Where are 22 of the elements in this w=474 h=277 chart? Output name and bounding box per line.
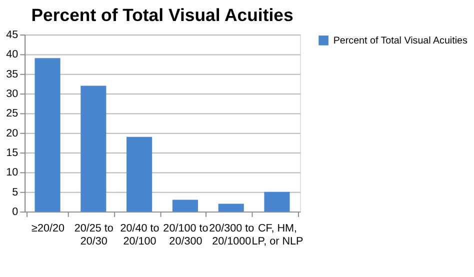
- y-tick-label: 0: [12, 206, 18, 218]
- bar: [126, 136, 152, 212]
- x-tick-label: ≥20/20: [32, 222, 64, 235]
- y-tick-label: 15: [6, 147, 18, 159]
- x-tick-label: 20/100 to 20/300: [163, 222, 208, 248]
- y-tick-label: 25: [6, 108, 18, 120]
- y-tick-label: 20: [6, 127, 18, 140]
- x-tick-label: 20/40 to 20/100: [120, 222, 160, 248]
- x-tick-label: 20/25 to 20/30: [74, 222, 114, 248]
- y-tick-label: 5: [12, 186, 18, 198]
- bar: [218, 204, 244, 212]
- y-tick-label: 45: [6, 28, 18, 41]
- bar: [172, 200, 198, 212]
- legend-label: Percent of Total Visual Acuities: [333, 35, 468, 46]
- bar: [34, 58, 60, 212]
- y-tick-label: 30: [6, 88, 18, 100]
- y-tick-label: 10: [6, 166, 18, 179]
- bar: [80, 86, 106, 212]
- bar: [264, 192, 290, 212]
- y-tick-label: 35: [6, 68, 18, 80]
- chart-title: Percent of Total Visual Acuities: [31, 4, 294, 25]
- y-tick-label: 40: [6, 48, 18, 61]
